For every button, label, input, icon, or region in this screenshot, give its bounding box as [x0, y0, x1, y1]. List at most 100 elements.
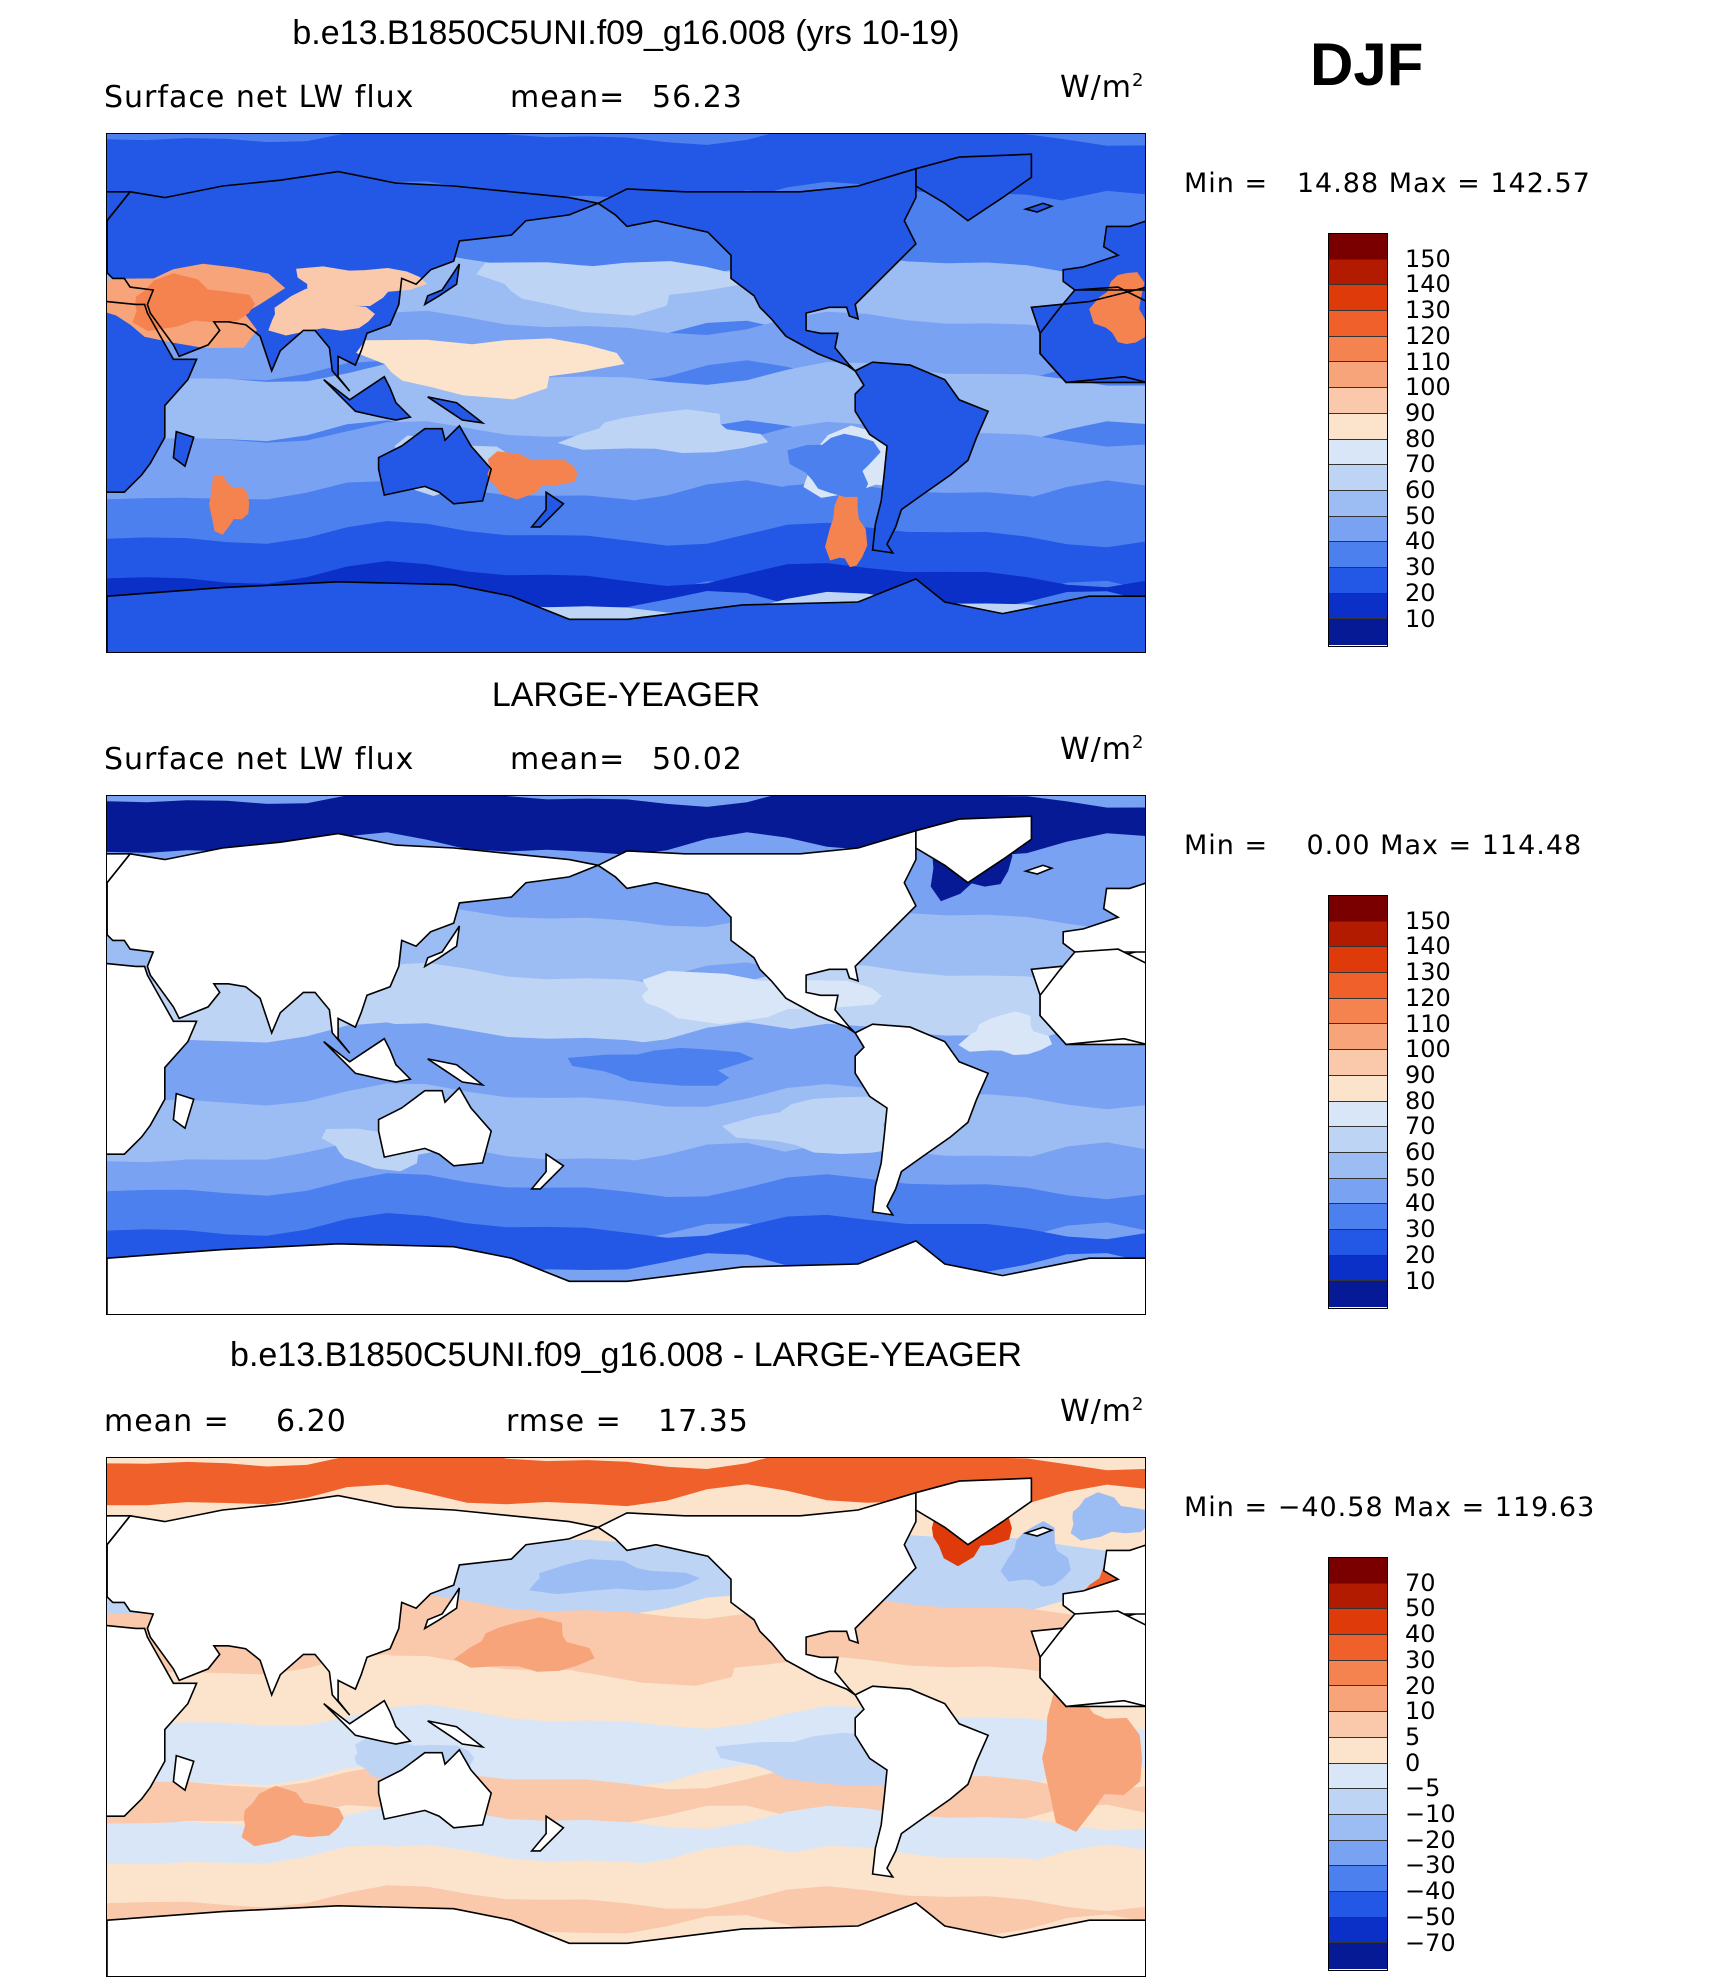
colorbar-swatch	[1329, 1558, 1387, 1584]
panel-3-rmse-label: rmse =	[506, 1404, 622, 1439]
field-contour-patch	[958, 1011, 1052, 1055]
colorbar-tick-label: 70	[1405, 450, 1436, 479]
field-contour-patch	[525, 1637, 816, 1686]
colorbar-swatch	[1329, 1686, 1387, 1713]
colorbar-swatch	[1329, 1840, 1387, 1867]
coastline-africa	[107, 962, 198, 1156]
colorbar-swatch	[1329, 285, 1387, 312]
panel-3-mean-label: mean =	[104, 1404, 230, 1439]
panel-1-unit: W/m2	[1060, 70, 1145, 105]
coastline-newguinea	[427, 396, 486, 425]
colorbar-swatch	[1329, 1814, 1387, 1841]
colorbar-swatch	[1329, 973, 1387, 999]
season-label: DJF	[1310, 31, 1424, 98]
panel-3-title: b.e13.B1850C5UNI.f09_g16.008 - LARGE-YEA…	[230, 1336, 1022, 1374]
colorbar-swatch	[1329, 1229, 1387, 1256]
colorbar-tick-label: 20	[1405, 1240, 1436, 1269]
colorbar-tick-label: 5	[1405, 1722, 1421, 1751]
colorbar-swatch	[1329, 388, 1387, 414]
coastline-eurasia	[107, 1494, 601, 1716]
coastline-eurasia	[107, 832, 601, 1054]
colorbar-tick-label: 110	[1405, 347, 1451, 376]
panel-1-mean-label: mean=	[510, 80, 626, 115]
colorbar-tick-label: −30	[1405, 1851, 1456, 1880]
colorbar-swatch	[1329, 311, 1387, 337]
colorbar-tick-label: 10	[1405, 1697, 1436, 1726]
coastline-samerica	[854, 361, 990, 554]
colorbar-swatch	[1329, 542, 1387, 568]
colorbar-tick-label: 120	[1405, 983, 1451, 1012]
coastline-australia	[377, 1086, 493, 1167]
panel-3-colorbar	[1328, 1557, 1388, 1972]
colorbar-tick-label: 150	[1405, 244, 1451, 273]
panel-1-colorbar	[1328, 233, 1388, 648]
field-contour-patch	[1000, 1521, 1071, 1587]
coastline-samerica	[854, 1023, 990, 1216]
panel-3-map	[106, 1457, 1146, 1977]
coastline-europe_r	[1062, 882, 1145, 953]
coastline-madagascar	[172, 430, 195, 468]
colorbar-tick-label: 50	[1405, 1594, 1436, 1623]
panel-1-minmax: Min = 14.88 Max = 142.57	[1184, 168, 1591, 199]
coastline-europe_w	[107, 852, 132, 936]
coastline-europe_r	[1062, 220, 1145, 291]
coastline-japan	[423, 1587, 461, 1631]
coastline-africa_r	[1039, 1610, 1145, 1708]
colorbar-tick-label: 30	[1405, 1215, 1436, 1244]
coastline-africa	[107, 1624, 198, 1818]
colorbar-tick-label: 0	[1405, 1748, 1421, 1777]
colorbar-swatch	[1329, 1204, 1387, 1230]
colorbar-swatch	[1329, 1891, 1387, 1918]
colorbar-swatch	[1329, 259, 1387, 286]
colorbar-tick-label: 130	[1405, 296, 1451, 325]
colorbar-swatch	[1329, 1789, 1387, 1815]
coastline-eurasia	[107, 170, 601, 392]
colorbar-swatch	[1329, 567, 1387, 594]
colorbar-tick-label: 10	[1405, 604, 1436, 633]
field-contour-patch	[476, 261, 745, 316]
colorbar-swatch	[1329, 921, 1387, 948]
colorbar-swatch	[1329, 1050, 1387, 1076]
colorbar-swatch	[1329, 1917, 1387, 1944]
colorbar-swatch	[1329, 1635, 1387, 1661]
colorbar-swatch	[1329, 234, 1387, 260]
coastline-europe_w	[107, 1514, 132, 1598]
coastline-iceland	[1022, 864, 1055, 875]
colorbar-swatch	[1329, 1712, 1387, 1738]
colorbar-tick-label: −50	[1405, 1902, 1456, 1931]
field-contour-patch	[296, 266, 428, 307]
colorbar-tick-label: 70	[1405, 1568, 1436, 1597]
coastline-madagascar	[172, 1754, 195, 1792]
colorbar-tick-label: 100	[1405, 373, 1451, 402]
colorbar-tick-label: 20	[1405, 1671, 1436, 1700]
coastline-madagascar	[172, 1092, 195, 1130]
colorbar-tick-label: −40	[1405, 1877, 1456, 1906]
coastline-newguinea	[427, 1058, 486, 1087]
colorbar-tick-label: 80	[1405, 424, 1436, 453]
panel-2-mean-value: 50.02	[652, 742, 743, 777]
colorbar-swatch	[1329, 1101, 1387, 1128]
panel-2-colorbar	[1328, 895, 1388, 1310]
coastline-samerica	[854, 1685, 990, 1878]
colorbar-tick-label: 40	[1405, 1620, 1436, 1649]
colorbar-tick-label: 140	[1405, 932, 1451, 961]
colorbar-swatch	[1329, 1255, 1387, 1282]
coastline-antarctica	[107, 577, 1145, 652]
colorbar-swatch	[1329, 1737, 1387, 1764]
field-contour-patch	[567, 1047, 755, 1086]
colorbar-swatch	[1329, 1024, 1387, 1051]
colorbar-tick-label: 70	[1405, 1112, 1436, 1141]
coastline-nz	[529, 1814, 565, 1852]
colorbar-swatch	[1329, 336, 1387, 363]
coastline-indonesia	[323, 1037, 412, 1083]
coastline-newguinea	[427, 1720, 486, 1749]
field-contour-patch	[1070, 1492, 1145, 1541]
coastline-africa_r	[1039, 286, 1145, 384]
coastline-antarctica	[107, 1901, 1145, 1976]
colorbar-tick-label: 130	[1405, 958, 1451, 987]
colorbar-swatch	[1329, 362, 1387, 389]
colorbar-tick-label: −70	[1405, 1928, 1456, 1957]
colorbar-swatch	[1329, 998, 1387, 1025]
field-contour-patch	[268, 288, 375, 336]
colorbar-tick-label: 60	[1405, 1138, 1436, 1166]
